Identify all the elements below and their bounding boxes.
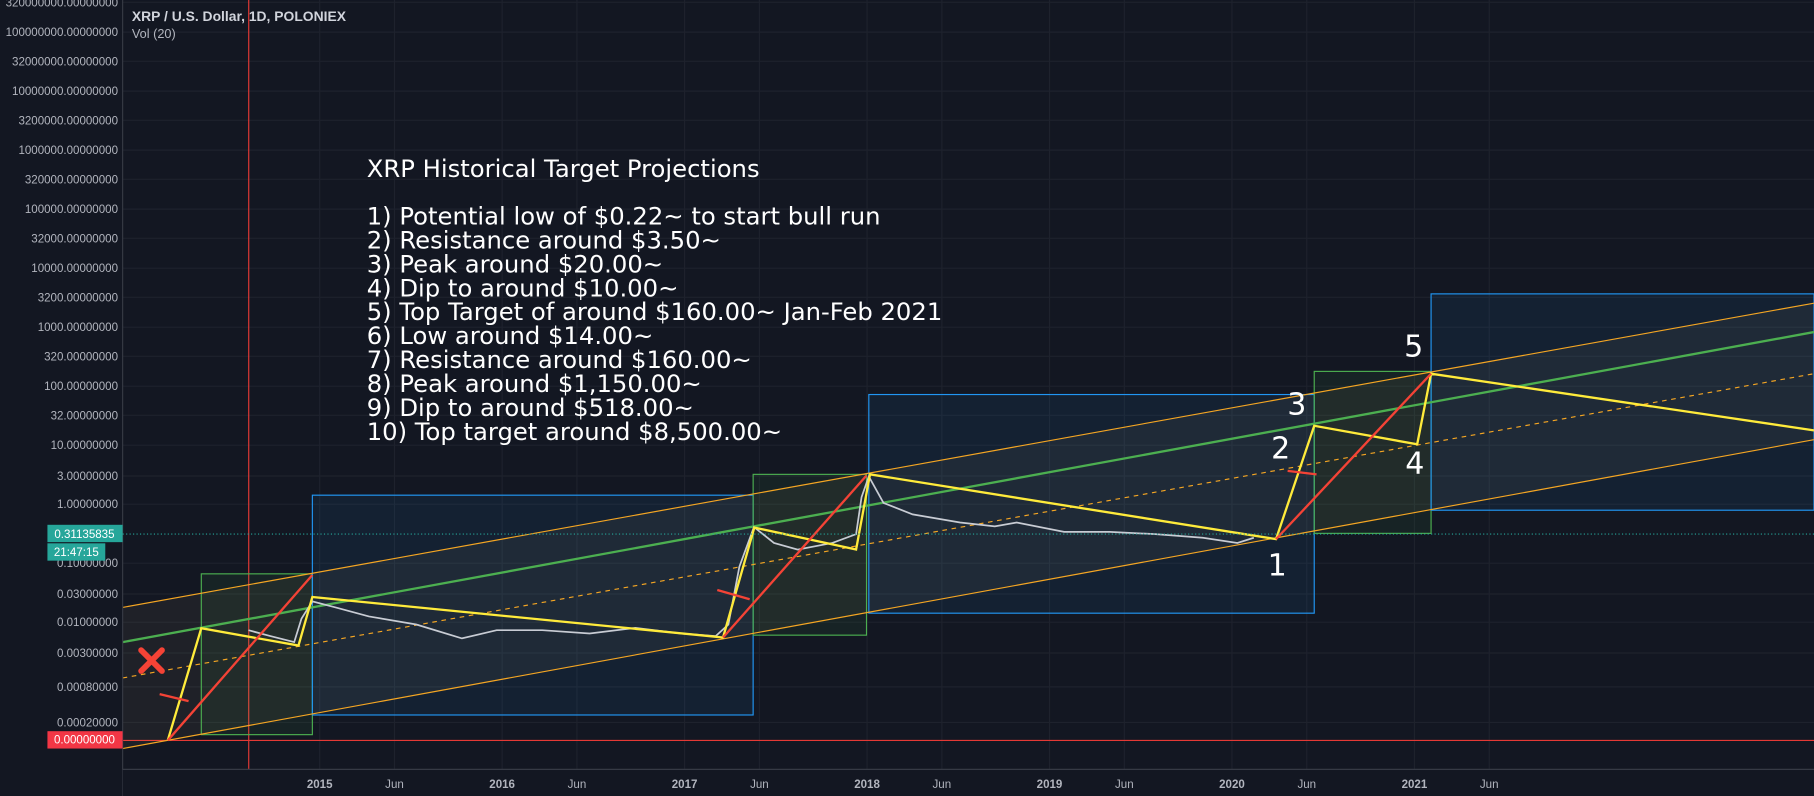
x-tick-label: Jun (568, 779, 587, 791)
y-tick-label: 10000000.00000000 (12, 86, 118, 98)
y-tick-label: 3200000.00000000 (18, 115, 118, 127)
x-tick-label: Jun (750, 779, 769, 791)
annotation-line: 3) Peak around $20.00~ (367, 249, 663, 278)
x-tick-label: 2020 (1219, 779, 1245, 791)
y-tick-label: 0.03000000 (57, 589, 118, 601)
wave-label: 3 (1287, 388, 1306, 423)
y-tick-label: 100.00000000 (44, 381, 118, 393)
y-tick-label: 100000.00000000 (25, 204, 118, 216)
wave-label: 5 (1404, 330, 1423, 365)
y-tick-label: 32.00000000 (51, 410, 118, 422)
drawing-shape (138, 647, 165, 674)
y-tick-label: 32000000.00000000 (12, 56, 118, 68)
drawings (122, 0, 1814, 770)
y-tick-label: 320.00000000 (44, 351, 118, 363)
drawing-shape (122, 330, 1814, 644)
y-tick-label: 0.01000000 (57, 617, 118, 629)
annotation-line: 8) Peak around $1,150.00~ (367, 369, 702, 398)
axes: 320000000.00000000 100000000.00000000 3200… (6, 0, 1814, 791)
annotation-title: XRP Historical Target Projections (367, 154, 760, 183)
drawing-shape (1275, 372, 1432, 540)
y-tick-label: 1000.00000000 (38, 322, 118, 334)
zero-marker (47, 731, 123, 749)
drawing-shape (722, 474, 868, 639)
drawing-shape (166, 372, 1814, 741)
y-tick-label: 0.00020000 (57, 717, 118, 729)
y-tick-label: 1.00000000 (57, 499, 118, 511)
indicator-label: Vol (20) (132, 26, 176, 41)
grid (122, 0, 1814, 770)
drawing-shape (1313, 370, 1432, 534)
y-tick-label: 0.00300000 (57, 648, 118, 660)
y-tick-label: 320000.00000000 (25, 174, 118, 186)
y-tick-label: 320000000.00000000 (6, 0, 118, 9)
annotation-line: 1) Potential low of $0.22~ to start bull… (367, 201, 881, 230)
annotation-line: 6) Low around $14.00~ (367, 321, 654, 350)
y-tick-label: 100000000.00000000 (6, 27, 118, 39)
wave-label: 4 (1405, 447, 1424, 482)
drawing-shape (1287, 469, 1317, 476)
y-tick-label: 10000.00000000 (31, 263, 118, 275)
y-tick-label: 0.10000000 (57, 558, 118, 570)
x-tick-label: Jun (933, 779, 952, 791)
time-axis (122, 769, 1814, 796)
x-tick-label: 2018 (854, 779, 880, 791)
countdown-label: 21:47:15 (54, 547, 99, 559)
annotation-line: 5) Top Target of around $160.00~ Jan-Feb… (367, 297, 943, 326)
wave-label: 1 (1268, 548, 1287, 583)
drawing-shape (200, 573, 313, 736)
y-tick-label: 0.00080000 (57, 682, 118, 694)
drawing-shape (122, 303, 1814, 749)
wave-label: 2 (1271, 432, 1290, 467)
countdown-marker (47, 543, 106, 561)
annotation-line: 7) Resistance around $160.00~ (367, 345, 752, 374)
wave-drawings (138, 372, 1814, 742)
drawing-shape (159, 693, 189, 703)
drawing-shape (716, 588, 750, 601)
last-price-marker (47, 524, 123, 543)
annotation: 1) Potential low of $0.22~ to start bull… (367, 201, 943, 446)
x-tick-label: Jun (385, 779, 404, 791)
last-price-label: 0.31135835 (54, 529, 114, 541)
annotation-line: 9) Dip to around $518.00~ (367, 393, 694, 422)
drawing-shape (122, 302, 1814, 608)
x-tick-label: Jun (1297, 779, 1316, 791)
y-tick-label: 3.00000000 (57, 471, 118, 483)
x-tick-label: 2015 (307, 779, 333, 791)
x-tick-label: 2021 (1402, 779, 1428, 791)
x-tick-label: 2019 (1037, 779, 1063, 791)
drawing-shape (311, 494, 754, 716)
y-tick-label: 10.00000000 (51, 440, 118, 452)
drawing-shape (122, 439, 1814, 750)
chart-title: XRP / U.S. Dollar, 1D, POLONIEX (132, 8, 347, 24)
annotation-line: 2) Resistance around $3.50~ (367, 225, 721, 254)
y-tick-label: 3200.00000000 (38, 292, 118, 304)
annotation-line: 10) Top target around $8,500.00~ (367, 417, 782, 446)
x-tick-label: Jun (1115, 779, 1134, 791)
y-tick-label: 32000.00000000 (31, 233, 118, 245)
x-tick-label: 2016 (489, 779, 515, 791)
y-tick-label: 1000000.00000000 (18, 145, 118, 157)
price-axis (0, 0, 123, 796)
zero-label: 0.00000000 (54, 734, 115, 746)
x-tick-label: Jun (1480, 779, 1499, 791)
x-tick-label: 2017 (672, 779, 698, 791)
annotation-line: 4) Dip to around $10.00~ (367, 273, 679, 302)
drawing-shape (166, 574, 314, 742)
